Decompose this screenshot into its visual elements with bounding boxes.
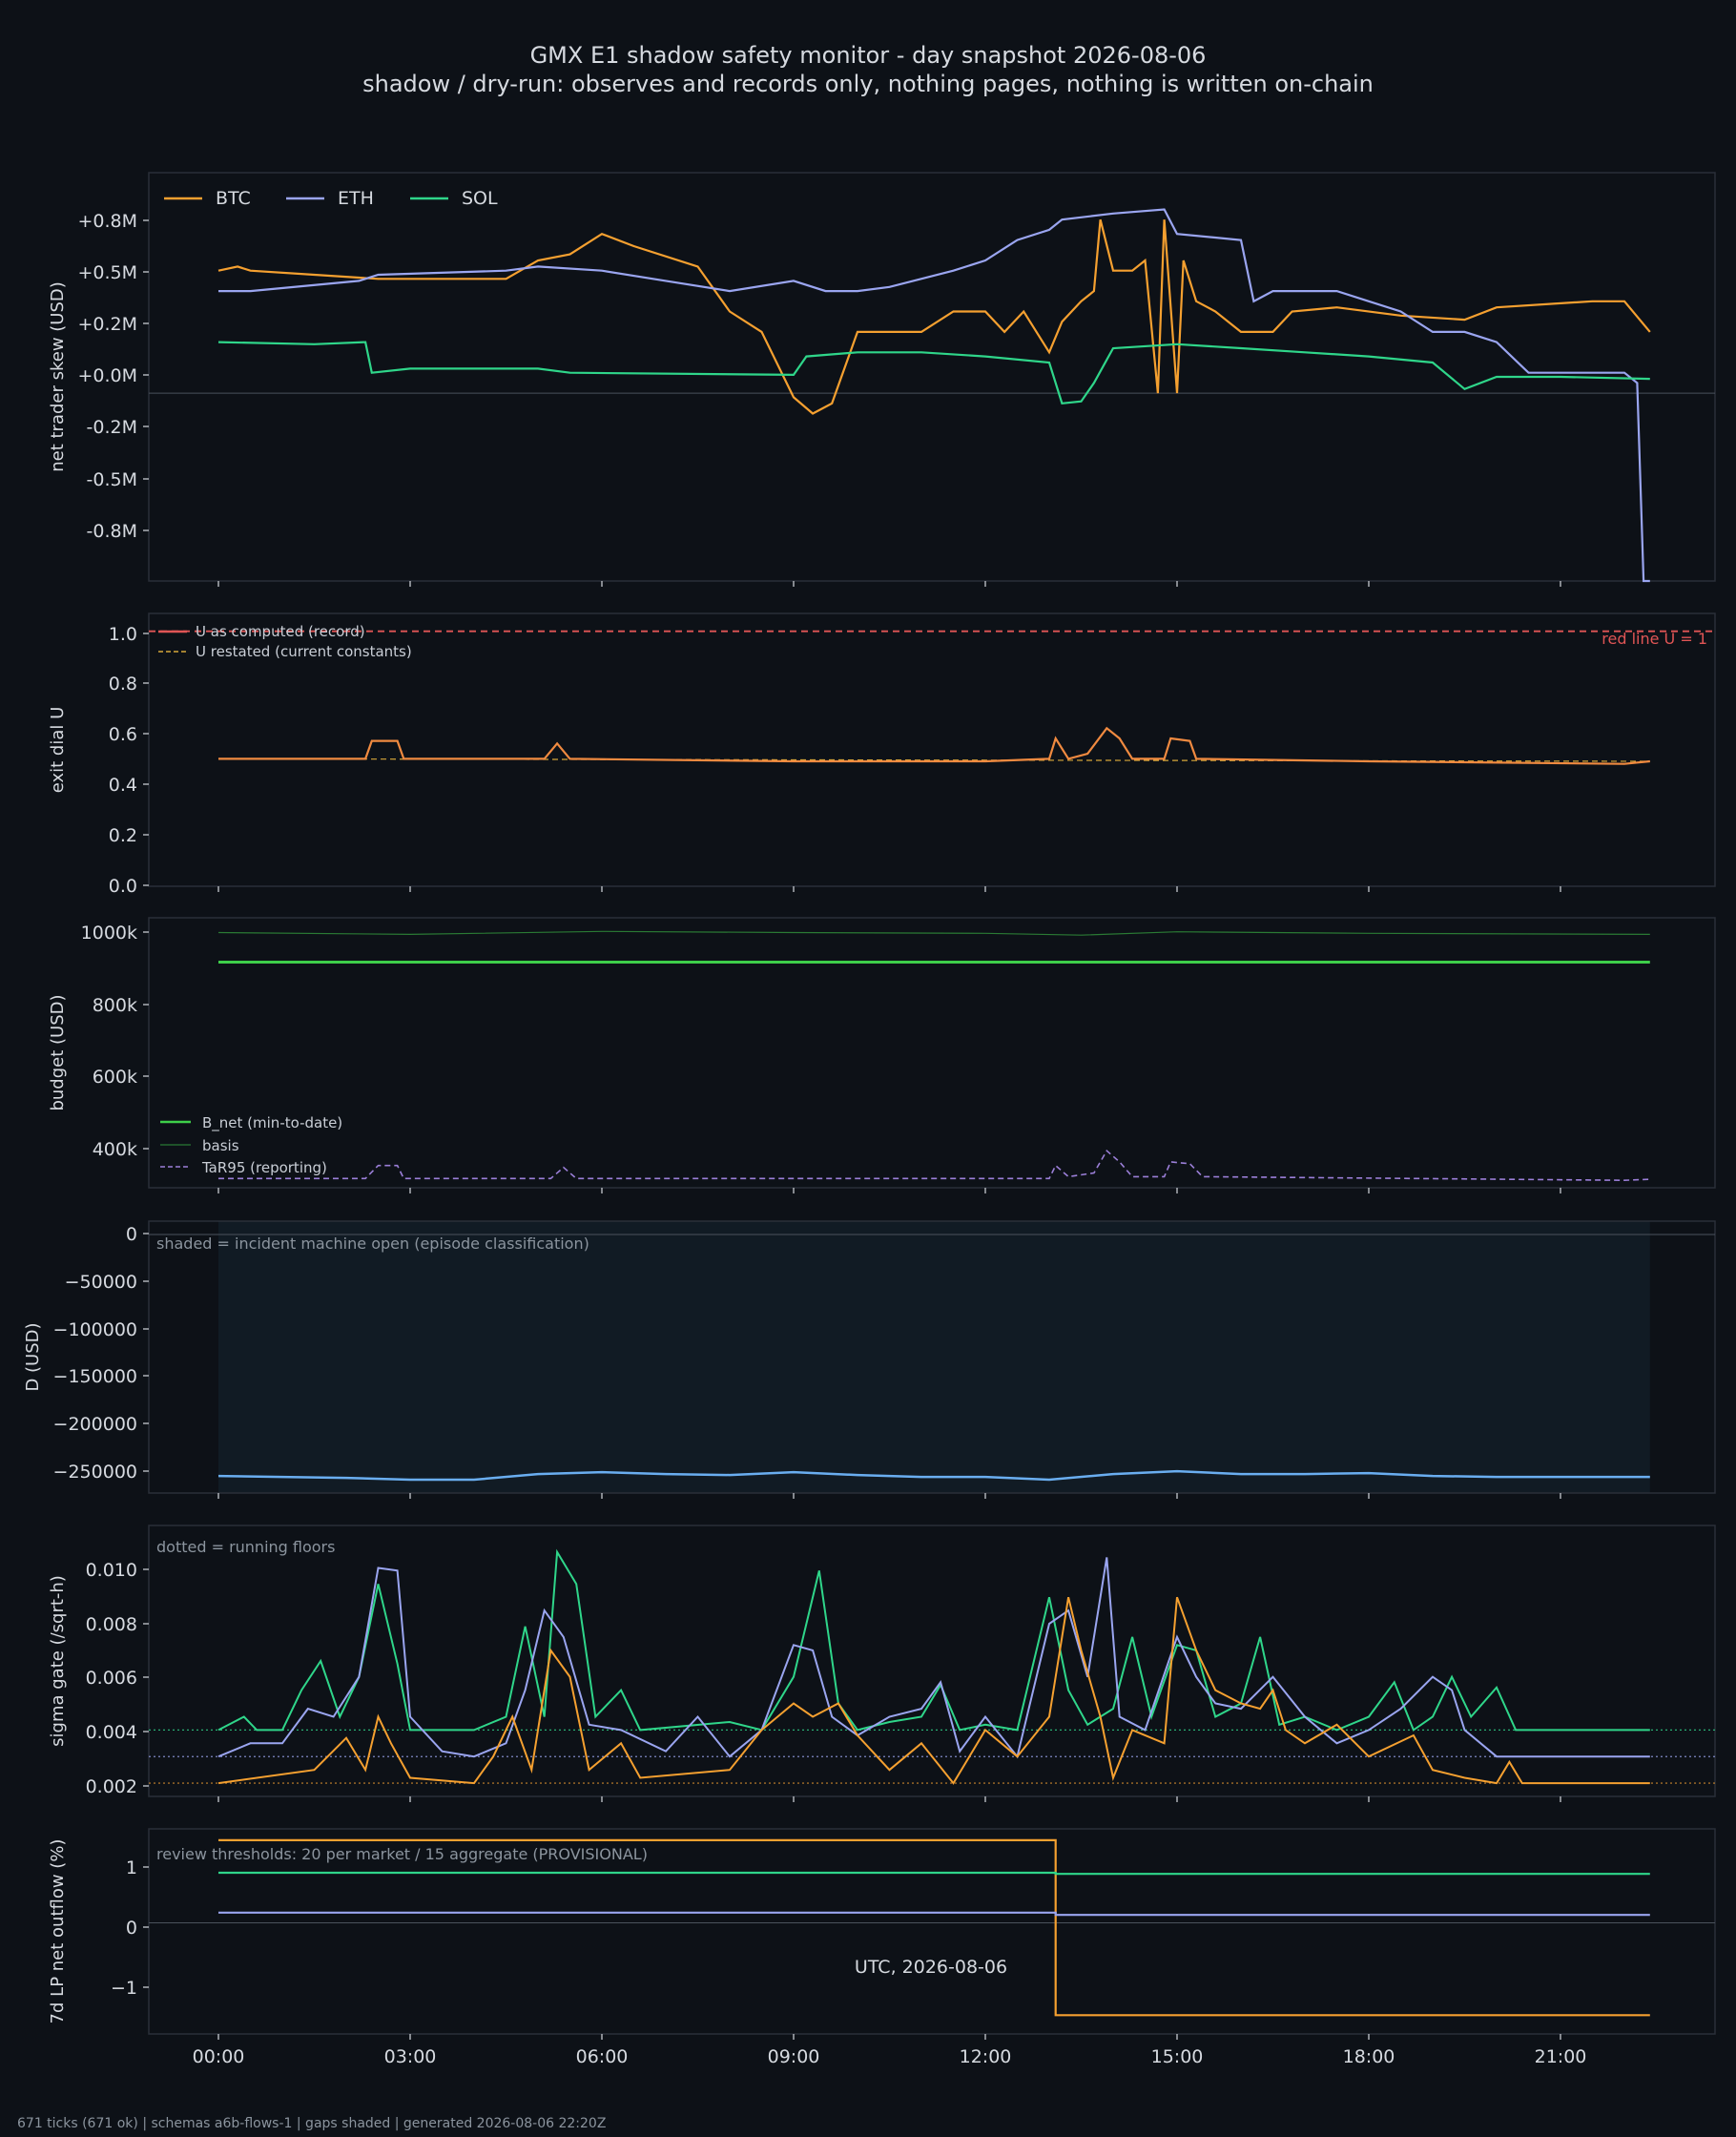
y-tick-label: −250000 bbox=[53, 1462, 137, 1483]
series-line-d bbox=[217, 1469, 1650, 1482]
x-tick-label: 00:00 bbox=[193, 2046, 245, 2067]
y-tick-label: 1000k bbox=[81, 923, 137, 944]
y-tick-label: 0.004 bbox=[86, 1722, 137, 1743]
y-axis-label: D (USD) bbox=[23, 1322, 43, 1391]
panel-annotation: shaded = incident machine open (episode … bbox=[156, 1234, 589, 1253]
y-tick-label: 0.4 bbox=[109, 775, 137, 796]
y-tick-label: 400k bbox=[93, 1139, 137, 1160]
panel-6-frame bbox=[148, 1828, 1716, 2035]
y-tick-label: −100000 bbox=[53, 1319, 137, 1340]
y-axis-label: budget (USD) bbox=[48, 994, 68, 1110]
y-tick-label: +0.0M bbox=[77, 365, 137, 386]
y-tick-label: 0.002 bbox=[86, 1776, 137, 1797]
x-tick-label: 03:00 bbox=[384, 2046, 437, 2067]
series-line-sol bbox=[218, 1871, 1650, 1876]
y-tick-label: −200000 bbox=[53, 1414, 137, 1435]
y-tick-label: 0.6 bbox=[109, 724, 137, 745]
series-line-eth bbox=[218, 208, 1650, 583]
y-tick-label: 1 bbox=[126, 1857, 137, 1878]
legend-label-u-computed: U as computed (record) bbox=[196, 623, 365, 640]
series-line-basis bbox=[217, 930, 1650, 936]
y-axis-label: exit dial U bbox=[48, 707, 68, 794]
y-tick-label: -0.5M bbox=[87, 469, 137, 490]
x-tick-label: 12:00 bbox=[960, 2046, 1012, 2067]
y-tick-label: +0.2M bbox=[77, 314, 137, 335]
x-tick-label: 21:00 bbox=[1535, 2046, 1587, 2067]
series-line-eth bbox=[218, 1911, 1650, 1917]
y-tick-label: 600k bbox=[93, 1067, 137, 1088]
series-line-btc bbox=[218, 1838, 1650, 2017]
panel-4-frame bbox=[148, 1220, 1716, 1494]
legend-label: basis bbox=[202, 1137, 239, 1154]
y-tick-label: 0 bbox=[126, 1918, 137, 1939]
panel-annotation: dotted = running floors bbox=[156, 1538, 335, 1556]
panel-annotation: review thresholds: 20 per market / 15 ag… bbox=[156, 1845, 648, 1863]
y-tick-label: +0.5M bbox=[77, 262, 137, 283]
series-line-btc bbox=[217, 1596, 1650, 1785]
legend-label-sol: SOL bbox=[462, 188, 498, 209]
legend-label-u-restated: U restated (current constants) bbox=[196, 643, 412, 660]
chart-title: GMX E1 shadow safety monitor - day snaps… bbox=[530, 42, 1207, 69]
y-tick-label: 1.0 bbox=[109, 624, 137, 645]
series-line-sol bbox=[217, 1548, 1650, 1732]
footer-note: 671 ticks (671 ok) | schemas a6b-flows-1… bbox=[17, 2116, 606, 2131]
y-tick-label: 0.010 bbox=[86, 1560, 137, 1581]
y-tick-label: 0 bbox=[126, 1224, 137, 1245]
y-tick-label: 0.8 bbox=[109, 674, 137, 695]
panel-2-frame bbox=[148, 612, 1716, 887]
legend-label-eth: ETH bbox=[338, 188, 374, 209]
legend-label: TaR95 (reporting) bbox=[201, 1159, 327, 1176]
y-tick-label: −150000 bbox=[53, 1366, 137, 1387]
y-tick-label: 800k bbox=[93, 995, 137, 1016]
y-axis-label: 7d LP net outflow (%) bbox=[48, 1839, 68, 2024]
y-axis-label: net trader skew (USD) bbox=[48, 281, 68, 472]
y-tick-label: 0.006 bbox=[86, 1668, 137, 1689]
series-line-btc bbox=[217, 218, 1651, 415]
y-tick-label: 0.0 bbox=[109, 876, 137, 897]
panel-3-frame bbox=[148, 917, 1716, 1189]
y-tick-label: +0.8M bbox=[77, 211, 137, 232]
y-tick-label: -0.8M bbox=[87, 521, 137, 542]
x-tick-label: 15:00 bbox=[1151, 2046, 1204, 2067]
y-axis-label: sigma gate (/sqrt-h) bbox=[48, 1575, 68, 1747]
y-tick-label: −1 bbox=[111, 1978, 137, 1999]
x-tick-label: 18:00 bbox=[1343, 2046, 1395, 2067]
chart-subtitle: shadow / dry-run: observes and records o… bbox=[362, 71, 1374, 97]
series-line-sol bbox=[217, 341, 1650, 405]
legend-label-btc: BTC bbox=[216, 188, 251, 209]
x-axis-label: UTC, 2026-08-06 bbox=[855, 1957, 1007, 1978]
panels-group: +0.8M +0.5M +0.2M +0.0M -0.2M -0.5M -0.8M net t… bbox=[23, 172, 1716, 2067]
y-tick-label: 0.008 bbox=[86, 1614, 137, 1635]
x-tick-label: 06:00 bbox=[576, 2046, 629, 2067]
series-line-tar95 bbox=[218, 1149, 1650, 1182]
panel-1-frame bbox=[148, 172, 1716, 582]
panel-5-frame bbox=[148, 1525, 1716, 1797]
incident-shaded-region bbox=[218, 1221, 1650, 1493]
series-line-eth bbox=[217, 1557, 1650, 1759]
series-line-u-computed bbox=[218, 726, 1650, 765]
legend-label: B_net (min-to-date) bbox=[202, 1114, 342, 1132]
red-line-annotation: red line U = 1 bbox=[1602, 630, 1707, 648]
y-tick-label: −50000 bbox=[65, 1272, 137, 1293]
x-tick-label: 09:00 bbox=[768, 2046, 820, 2067]
y-tick-label: 0.2 bbox=[109, 825, 137, 846]
y-tick-label: -0.2M bbox=[87, 417, 137, 438]
